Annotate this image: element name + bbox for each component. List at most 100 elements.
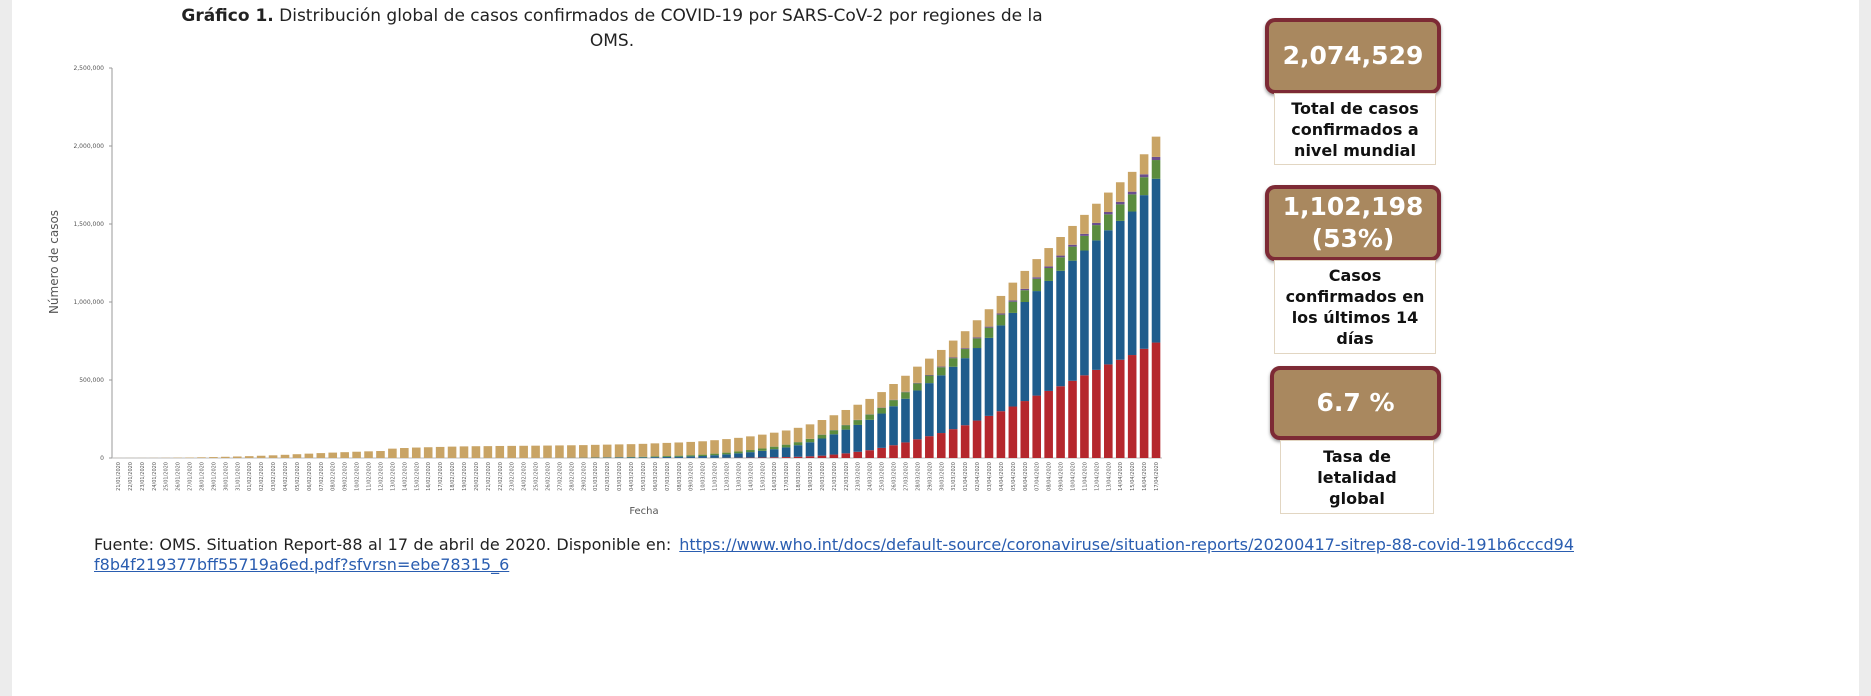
x-tick-label: 13/03/2020 [736, 462, 742, 491]
bar-segment [638, 443, 648, 457]
bar-segment [1080, 233, 1089, 236]
bar-segment [841, 453, 851, 458]
bar-segment [1032, 395, 1042, 458]
x-tick-label: 26/01/2020 [176, 462, 182, 491]
bar-segment [1115, 201, 1125, 205]
x-tick-label: 25/02/2020 [534, 462, 540, 491]
x-tick-label: 25/03/2020 [880, 462, 886, 491]
bar-segment [996, 325, 1006, 412]
bar-segment [746, 452, 755, 458]
bar-segment [925, 374, 934, 376]
x-tick-label: 03/03/2020 [617, 462, 623, 491]
bar-segment [1151, 136, 1161, 157]
bar-segment [722, 454, 731, 458]
x-tick-label: 09/04/2020 [1059, 462, 1065, 491]
bar-segment [841, 429, 851, 454]
x-tick-label: 27/02/2020 [557, 462, 563, 491]
bar-segment [602, 444, 612, 458]
bar-segment [1127, 191, 1137, 195]
bar-segment [769, 432, 779, 447]
bar-segment [1115, 220, 1125, 360]
bar-segment [352, 451, 361, 458]
bar-segment [925, 358, 934, 375]
bar-segment [901, 398, 910, 443]
bar-segment [984, 326, 994, 328]
x-tick-label: 12/02/2020 [378, 462, 384, 491]
bar-segment [304, 453, 314, 458]
bar-segment [960, 348, 970, 350]
bar-segment [447, 446, 457, 458]
bar-segment [1068, 244, 1077, 247]
x-tick-label: 05/04/2020 [1011, 462, 1017, 491]
bar-segment [925, 436, 934, 458]
x-tick-label: 04/03/2020 [629, 462, 635, 491]
bar-segment [1068, 260, 1077, 381]
bar-segment [936, 433, 946, 458]
bar-segment [972, 338, 982, 349]
x-tick-label: 16/04/2020 [1142, 462, 1148, 491]
bar-segment [769, 449, 779, 458]
stat-label-text: Total de casos confirmados a nivel mundi… [1291, 98, 1419, 160]
bar-segment [972, 337, 982, 339]
x-tick-label: 24/01/2020 [152, 462, 158, 491]
x-tick-label: 22/03/2020 [844, 462, 850, 491]
bar-segment [1127, 211, 1137, 356]
bar-segment [781, 444, 791, 448]
bar-segment [280, 454, 290, 458]
bar-segment [1080, 250, 1089, 376]
bar-segment [1056, 237, 1065, 256]
bar-segment [1044, 248, 1053, 267]
bar-segment [829, 454, 839, 458]
bar-segment [268, 455, 278, 458]
bar-segment [232, 456, 242, 458]
bar-segment [901, 392, 910, 399]
bar-segment [674, 455, 684, 457]
bar-segment [197, 457, 206, 458]
stat-label: Casos confirmados en los últimos 14 días [1274, 260, 1436, 354]
bar-segment [1008, 301, 1018, 313]
x-tick-label: 08/03/2020 [677, 462, 683, 491]
bar-segment [662, 456, 672, 457]
bar-segment [865, 414, 874, 420]
x-tick-label: 18/02/2020 [450, 462, 456, 491]
x-tick-label: 14/04/2020 [1118, 462, 1124, 491]
source-link[interactable]: https://www.who.int/docs/default-source/… [94, 535, 1574, 574]
bar-segment [925, 383, 934, 437]
bar-segment [829, 415, 839, 431]
bar-segment [877, 447, 886, 458]
bar-segment [1068, 225, 1077, 245]
x-tick-label: 17/03/2020 [784, 462, 790, 491]
bar-segment [674, 442, 684, 456]
bar-segment [1092, 225, 1101, 241]
bar-segment [734, 453, 743, 458]
bar-segment [948, 358, 958, 367]
bar-segment [984, 337, 994, 416]
bar-segment [972, 348, 982, 421]
bar-segment [698, 441, 707, 455]
bar-segment [411, 447, 421, 458]
x-tick-label: 25/01/2020 [164, 462, 170, 491]
bar-segment [913, 439, 922, 458]
bar-segment [1115, 359, 1125, 458]
x-tick-label: 29/03/2020 [927, 462, 933, 491]
bar-segment [853, 420, 863, 425]
bar-segment [913, 390, 922, 440]
bar-segment [865, 419, 874, 451]
x-tick-label: 13/02/2020 [390, 462, 396, 491]
x-tick-label: 30/03/2020 [939, 462, 945, 491]
x-tick-label: 02/04/2020 [975, 462, 981, 491]
bar-segment [925, 375, 934, 384]
bar-segment [1056, 257, 1065, 271]
bar-segment [1104, 192, 1113, 212]
bar-segment [626, 457, 636, 458]
bar-segment [686, 441, 695, 456]
bar-segment [877, 392, 886, 408]
bar-segment [936, 366, 946, 368]
bar-segment [805, 442, 815, 457]
bar-segment [781, 430, 791, 445]
x-tick-label: 28/03/2020 [915, 462, 921, 491]
bar-segment [757, 434, 767, 449]
x-tick-label: 03/02/2020 [271, 462, 277, 491]
bar-segment [734, 451, 743, 454]
bar-segment [913, 383, 922, 391]
